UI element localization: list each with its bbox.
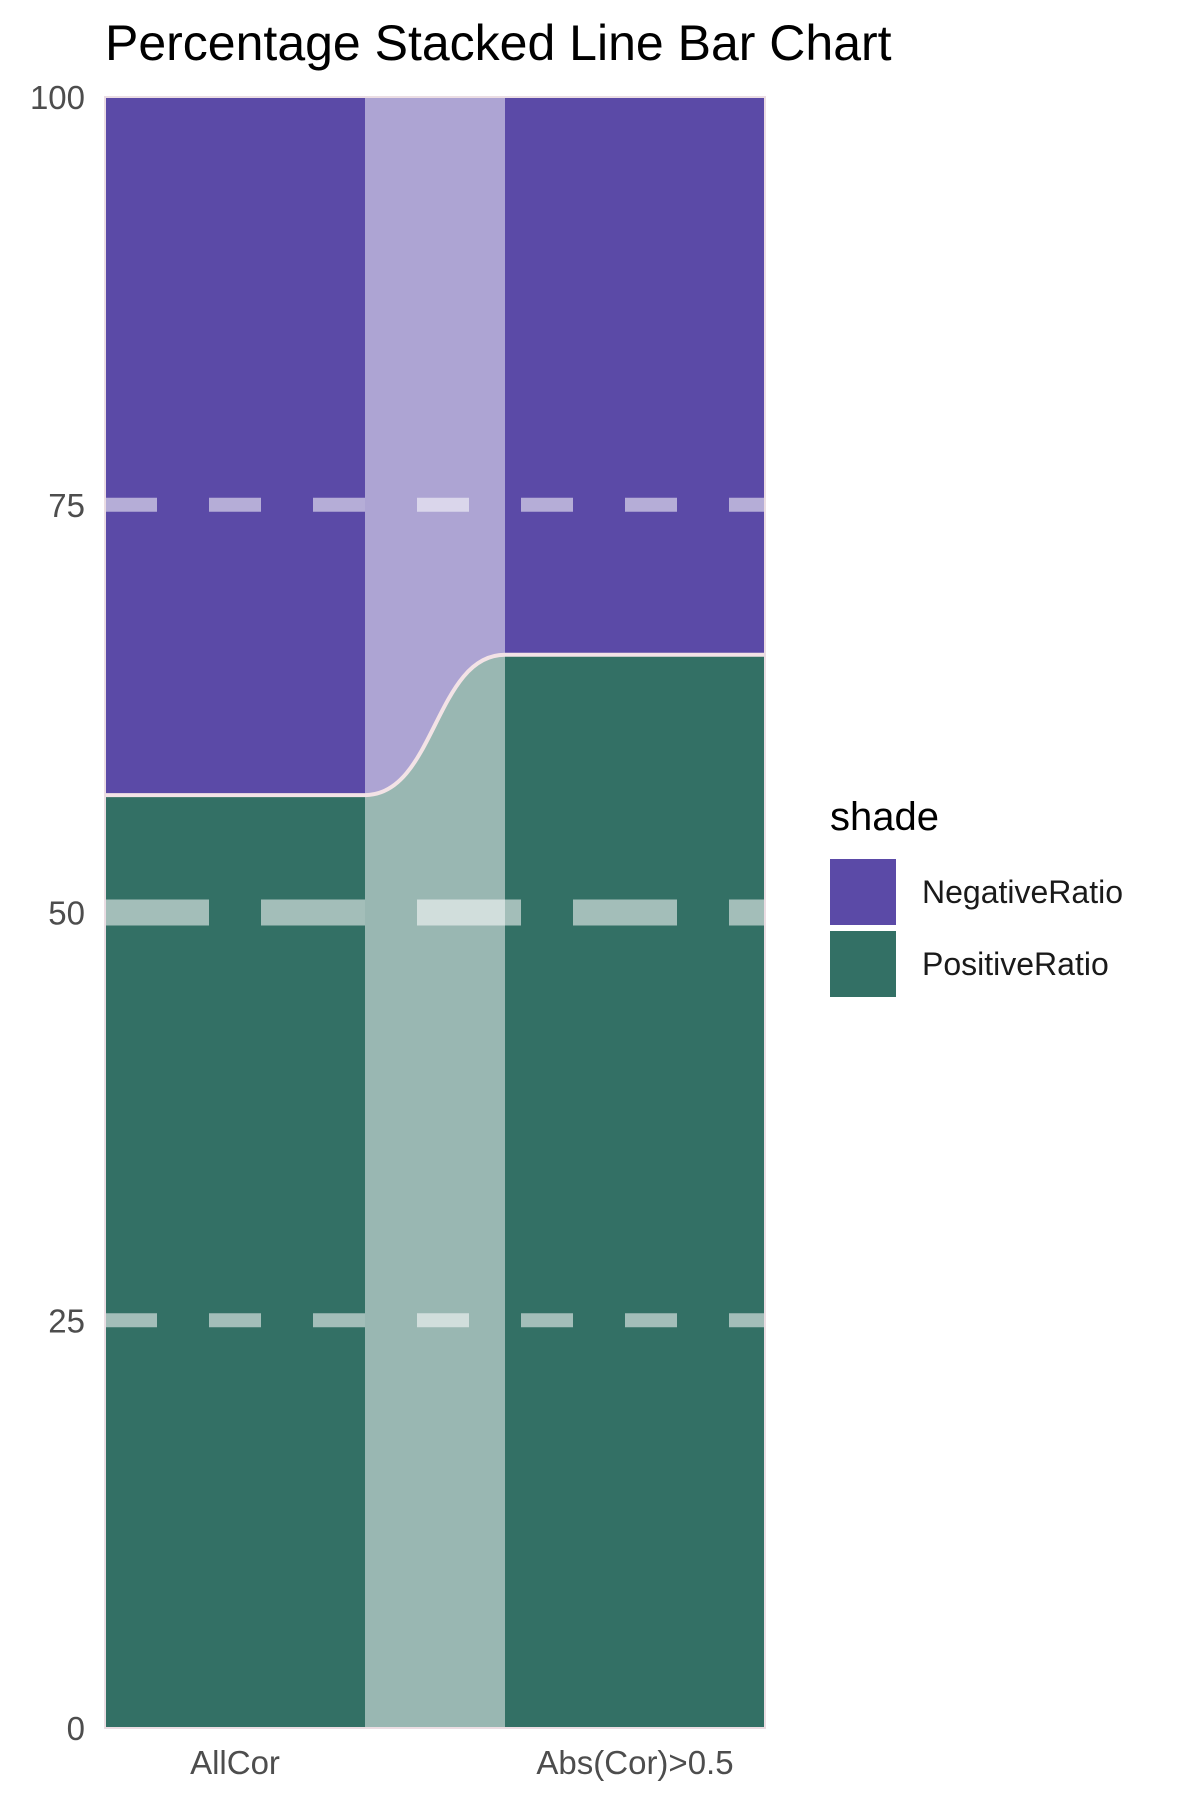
legend-title: shade — [830, 795, 939, 839]
boundary-line — [105, 652, 765, 798]
bar-negative — [105, 97, 365, 796]
legend-item-negative: NegativeRatio — [830, 856, 1190, 928]
bar-positive — [505, 654, 765, 1728]
y-tick-label: 50 — [48, 895, 85, 932]
legend-label-positive: PositiveRatio — [922, 945, 1109, 982]
y-tick-label: 0 — [67, 1710, 85, 1747]
chart-title: Percentage Stacked Line Bar Chart — [105, 15, 892, 71]
legend-label-negative: NegativeRatio — [922, 873, 1123, 910]
bar-positive — [105, 795, 365, 1728]
y-tick-label: 75 — [48, 487, 85, 524]
connector-band-positive — [365, 654, 505, 1728]
connector-band-negative — [365, 97, 505, 796]
y-tick-label: 100 — [30, 79, 85, 116]
legend-item-positive: PositiveRatio — [830, 928, 1190, 1000]
x-tick-label: AllCor — [190, 1744, 280, 1781]
panel-border — [104, 96, 766, 1729]
legend-key-positive — [830, 931, 896, 997]
x-tick-label: Abs(Cor)>0.5 — [536, 1744, 733, 1781]
bar-negative — [505, 97, 765, 655]
legend-key-negative — [830, 859, 896, 925]
legend: shade NegativeRatio PositiveRatio — [830, 795, 1190, 1000]
y-tick-label: 25 — [48, 1302, 85, 1339]
